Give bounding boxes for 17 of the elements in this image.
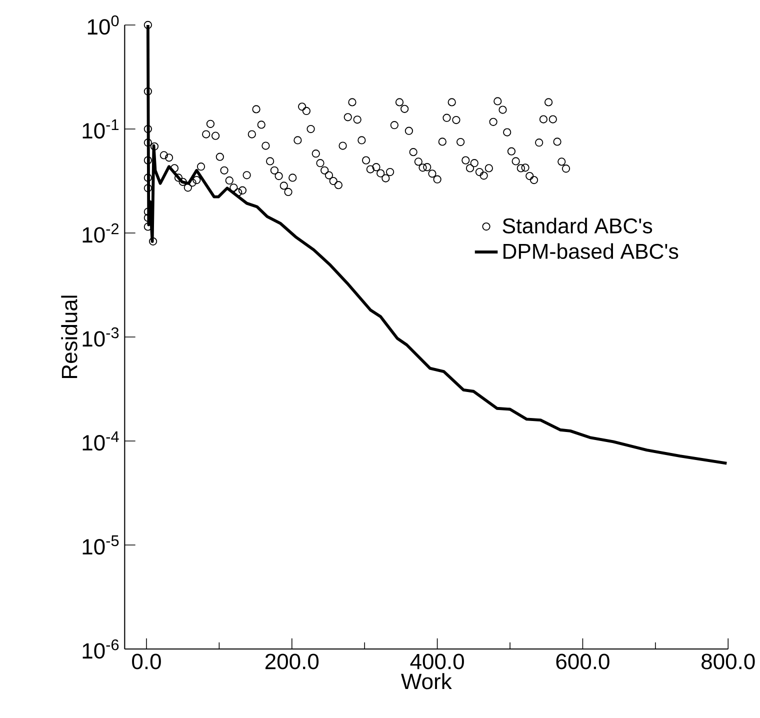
x-tick-label: 0.0: [132, 654, 161, 670]
y-tick-label: 10$^{-5}$: [82, 535, 119, 555]
y-tick-label: 10$^{-3}$: [82, 327, 119, 347]
y-tick-label: 10$^{0}$: [88, 15, 119, 35]
y-tick-label: 10$^{-4}$: [82, 431, 119, 451]
x-tick-label: 600.0: [556, 654, 610, 670]
y-tick-label: 10$^{-2}$: [82, 223, 119, 243]
y-tick-label: 10$^{-1}$: [82, 119, 119, 139]
line-series: [145, 25, 728, 465]
y-tick-label: 10$^{-6}$: [82, 639, 119, 659]
y-axis-title: Residual: [61, 296, 78, 378]
x-tick-label: 400.0: [410, 654, 464, 670]
x-tick-label: 200.0: [265, 654, 319, 670]
legend-label: Standard ABC's: [502, 218, 652, 234]
x-axis-title: Work: [401, 673, 452, 690]
legend-label: DPM-based ABC's: [504, 243, 678, 259]
x-tick-label: 800.0: [702, 654, 755, 670]
